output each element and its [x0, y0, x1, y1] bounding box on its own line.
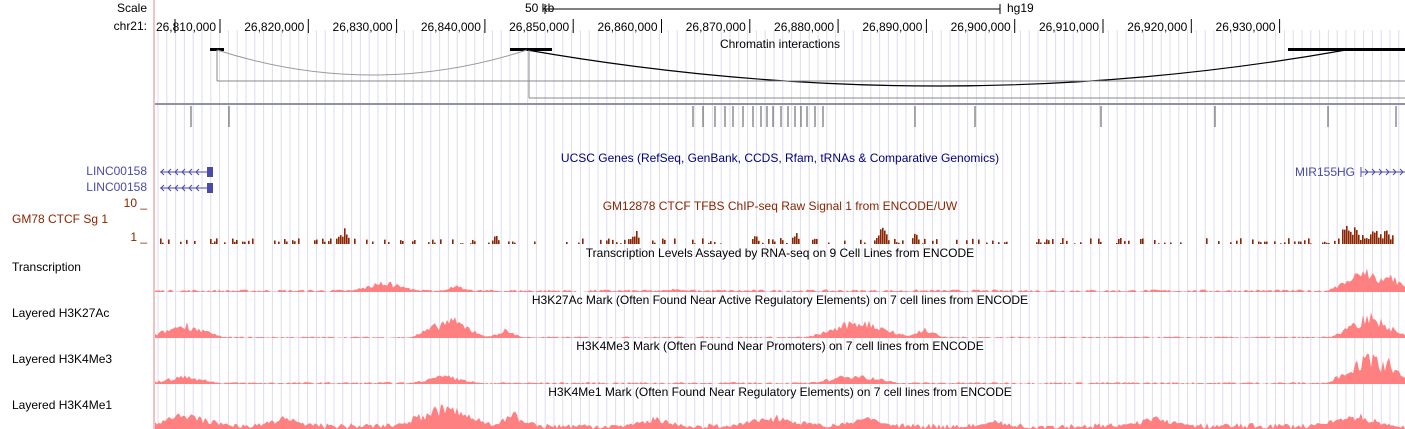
grid-lines — [157, 30, 1400, 429]
ruler-position-label: 26,870,000 — [686, 20, 746, 34]
gene-label-linc00158-1[interactable]: LINC00158 — [86, 164, 147, 178]
ruler-position-label: 26,810,000 — [156, 20, 216, 34]
feature-ticks — [190, 106, 1397, 127]
ruler-position-label: 26,830,000 — [333, 20, 393, 34]
ruler-position-label: 26,860,000 — [597, 20, 657, 34]
title-h3k4me3[interactable]: H3K4Me3 Mark (Often Found Near Promoters… — [576, 339, 984, 353]
interaction-anchor — [1288, 48, 1405, 51]
ruler-position-label: 26,880,000 — [774, 20, 834, 34]
ruler-position-label: 26,850,000 — [509, 20, 569, 34]
ctcf-axis-max: 10 _ — [123, 196, 147, 210]
chrom-label[interactable]: chr21: — [113, 19, 147, 33]
scale-label: Scale — [116, 1, 147, 15]
h3k27ac-signal[interactable] — [155, 312, 1405, 338]
h3k4me1-signal[interactable] — [155, 404, 1405, 429]
scale-bar — [544, 4, 1001, 14]
title-chromatin-interactions[interactable]: Chromatin interactions — [719, 37, 841, 51]
h3k4me3-signal[interactable] — [155, 354, 1405, 384]
track-label-h3k4me3[interactable]: Layered H3K4Me3 — [12, 352, 113, 366]
ruler-position-label: 26,920,000 — [1127, 20, 1187, 34]
track-graphics[interactable]: 26,810,000 26,820,000 26,830,000 26,840,000… — [155, 0, 1405, 429]
ctcf-signal[interactable] — [160, 225, 1394, 244]
interaction-arc — [216, 49, 528, 76]
title-ctcf[interactable]: GM12878 CTCF TFBS ChIP-seq Raw Signal 1 … — [602, 199, 958, 213]
label-separator — [153, 0, 155, 429]
ruler-position-label: 26,820,000 — [244, 20, 304, 34]
interaction-anchor — [210, 48, 224, 51]
interaction-anchor — [510, 48, 552, 51]
ruler-position-label: 26,930,000 — [1216, 20, 1276, 34]
title-transcription[interactable]: Transcription Levels Assayed by RNA-seq … — [585, 246, 975, 260]
chromatin-interaction-arcs[interactable] — [155, 48, 1405, 105]
gene-models[interactable] — [160, 167, 1405, 193]
scale-value: 50 kb — [525, 1, 555, 15]
track-label-h3k4me1[interactable]: Layered H3K4Me1 — [12, 398, 113, 412]
assembly-label: hg19 — [1007, 1, 1034, 15]
title-ucsc-genes[interactable]: UCSC Genes (RefSeq, GenBank, CCDS, Rfam,… — [560, 151, 1000, 165]
ruler-position-label: 26,890,000 — [862, 20, 922, 34]
interaction-arc — [526, 49, 1347, 87]
track-label-ctcf[interactable]: GM78 CTCF Sg 1 — [12, 212, 109, 226]
title-h3k4me1[interactable]: H3K4Me1 Mark (Often Found Near Regulator… — [548, 385, 1012, 399]
track-label-column: Scale chr21: LINC00158 LINC00158 10 _ GM… — [0, 0, 153, 429]
ruler-position-label: 26,900,000 — [951, 20, 1011, 34]
gene-label-linc00158-2[interactable]: LINC00158 — [86, 180, 147, 194]
ruler-position-label: 26,840,000 — [421, 20, 481, 34]
gene-label-mir155hg[interactable]: MIR155HG — [1295, 165, 1355, 179]
ruler-position-label: 26,910,000 — [1039, 20, 1099, 34]
track-display-area[interactable]: 26,810,000 26,820,000 26,830,000 26,840,000… — [155, 0, 1405, 429]
ctcf-axis-min: 1 _ — [130, 230, 147, 244]
track-label-transcription[interactable]: Transcription — [12, 260, 81, 274]
strand-arrows — [160, 168, 1404, 192]
title-h3k27ac[interactable]: H3K27Ac Mark (Often Found Near Active Re… — [531, 293, 1029, 307]
track-label-h3k27ac[interactable]: Layered H3K27Ac — [12, 306, 110, 320]
position-ruler: 26,810,000 26,820,000 26,830,000 26,840,000… — [156, 19, 1281, 34]
transcription-signal[interactable] — [155, 268, 1405, 292]
